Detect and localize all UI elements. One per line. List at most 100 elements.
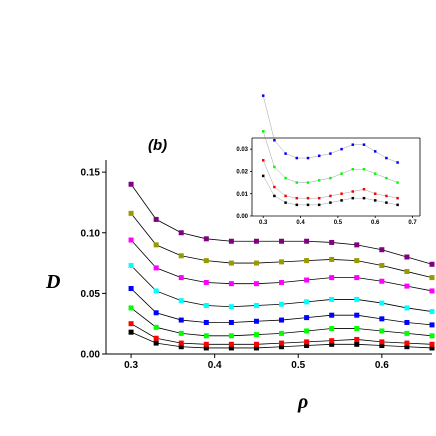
data-point bbox=[429, 288, 435, 294]
inset-series-1 bbox=[261, 159, 399, 200]
data-point bbox=[329, 275, 335, 281]
inset-data-point bbox=[261, 94, 265, 97]
data-point bbox=[279, 301, 285, 307]
data-point bbox=[354, 258, 360, 264]
data-point bbox=[304, 299, 310, 305]
data-point bbox=[354, 296, 360, 302]
data-point bbox=[379, 316, 385, 322]
inset-axes: 0.3 0.4 0.5 0.6 0.7 0.00 0.01 0.02 0.03 bbox=[236, 137, 421, 226]
data-point bbox=[329, 256, 335, 262]
data-point bbox=[253, 341, 259, 347]
series-4 bbox=[128, 262, 435, 315]
inset-data-point bbox=[385, 156, 388, 160]
data-point bbox=[153, 310, 159, 316]
inset-data-point bbox=[306, 156, 310, 160]
data-point bbox=[354, 275, 360, 281]
inset-data-point bbox=[396, 181, 399, 184]
data-point bbox=[203, 333, 209, 339]
inset-y-tick-label: 0.00 bbox=[236, 214, 248, 220]
data-point bbox=[153, 324, 159, 330]
inset-data-point bbox=[373, 192, 377, 195]
inset-data-point bbox=[306, 181, 310, 184]
data-point bbox=[203, 279, 209, 285]
y-axis-title: D bbox=[45, 271, 60, 293]
inset-data-point bbox=[362, 188, 366, 191]
data-point bbox=[228, 319, 234, 325]
data-point bbox=[279, 238, 285, 244]
data-point bbox=[203, 319, 209, 325]
inset-data-point bbox=[329, 194, 332, 198]
series-2 bbox=[128, 305, 435, 339]
data-point bbox=[128, 181, 134, 187]
data-point bbox=[178, 298, 184, 304]
inset-data-point bbox=[351, 143, 355, 146]
data-point bbox=[128, 321, 134, 327]
data-point bbox=[128, 305, 134, 311]
y-tick-label: 0.00 bbox=[81, 350, 101, 361]
data-point bbox=[128, 237, 134, 243]
inset-x-tick-label: 0.5 bbox=[334, 220, 343, 226]
data-point bbox=[304, 258, 310, 264]
inset-data-point bbox=[284, 194, 287, 198]
data-point bbox=[429, 309, 435, 315]
data-point bbox=[404, 254, 410, 260]
x-tick-label: 0.3 bbox=[124, 360, 138, 371]
data-point bbox=[329, 239, 335, 245]
inset-data-point bbox=[373, 150, 377, 153]
inset-data-point bbox=[373, 172, 377, 175]
data-point bbox=[354, 336, 360, 342]
inset-data-point bbox=[273, 138, 276, 142]
inset-data-point bbox=[396, 196, 399, 200]
inset-data-point bbox=[273, 185, 276, 189]
data-point bbox=[379, 278, 385, 284]
inset-data-point bbox=[329, 176, 332, 180]
data-point bbox=[128, 262, 134, 268]
inset-data-point bbox=[273, 165, 276, 169]
data-point bbox=[228, 304, 234, 310]
data-point bbox=[253, 332, 259, 338]
inset-data-point bbox=[373, 199, 377, 202]
data-point bbox=[228, 341, 234, 347]
data-point bbox=[404, 305, 410, 311]
x-tick-label: 0.6 bbox=[375, 360, 389, 371]
data-point bbox=[253, 281, 259, 287]
data-point bbox=[354, 242, 360, 248]
inset-series-2 bbox=[261, 130, 399, 184]
data-point bbox=[404, 340, 410, 346]
data-point bbox=[429, 341, 435, 347]
data-point bbox=[404, 330, 410, 336]
data-point bbox=[279, 340, 285, 346]
data-point bbox=[203, 258, 209, 264]
inset-data-point bbox=[284, 176, 287, 180]
data-point bbox=[329, 296, 335, 302]
inset-data-point bbox=[261, 159, 265, 162]
data-point bbox=[253, 345, 259, 351]
main-axes: 0.3 0.4 0.5 0.6 0.00 0.05 0.10 0.15 bbox=[81, 160, 432, 371]
data-point bbox=[178, 253, 184, 259]
data-point bbox=[228, 281, 234, 287]
inset-data-point bbox=[362, 196, 366, 200]
inset-data-point bbox=[362, 167, 366, 171]
y-tick-label: 0.10 bbox=[81, 228, 101, 239]
inset-series-3 bbox=[261, 94, 399, 164]
data-point bbox=[203, 236, 209, 242]
inset-data-point bbox=[261, 130, 265, 133]
x-tick-label: 0.4 bbox=[208, 360, 222, 371]
series-6 bbox=[128, 210, 435, 281]
inset-y-tick-label: 0.02 bbox=[236, 170, 248, 176]
data-point bbox=[128, 286, 134, 292]
data-point bbox=[429, 261, 435, 267]
data-point bbox=[379, 300, 385, 306]
inset-data-point bbox=[295, 203, 299, 207]
data-point bbox=[279, 344, 285, 350]
inset-data-point bbox=[385, 176, 388, 180]
data-point bbox=[354, 312, 360, 318]
data-point bbox=[304, 339, 310, 345]
data-point bbox=[153, 335, 159, 341]
data-point bbox=[178, 340, 184, 346]
data-point bbox=[178, 317, 184, 323]
inset-x-tick-label: 0.4 bbox=[296, 220, 305, 226]
inset-data-point bbox=[351, 190, 355, 193]
data-point bbox=[429, 333, 435, 339]
